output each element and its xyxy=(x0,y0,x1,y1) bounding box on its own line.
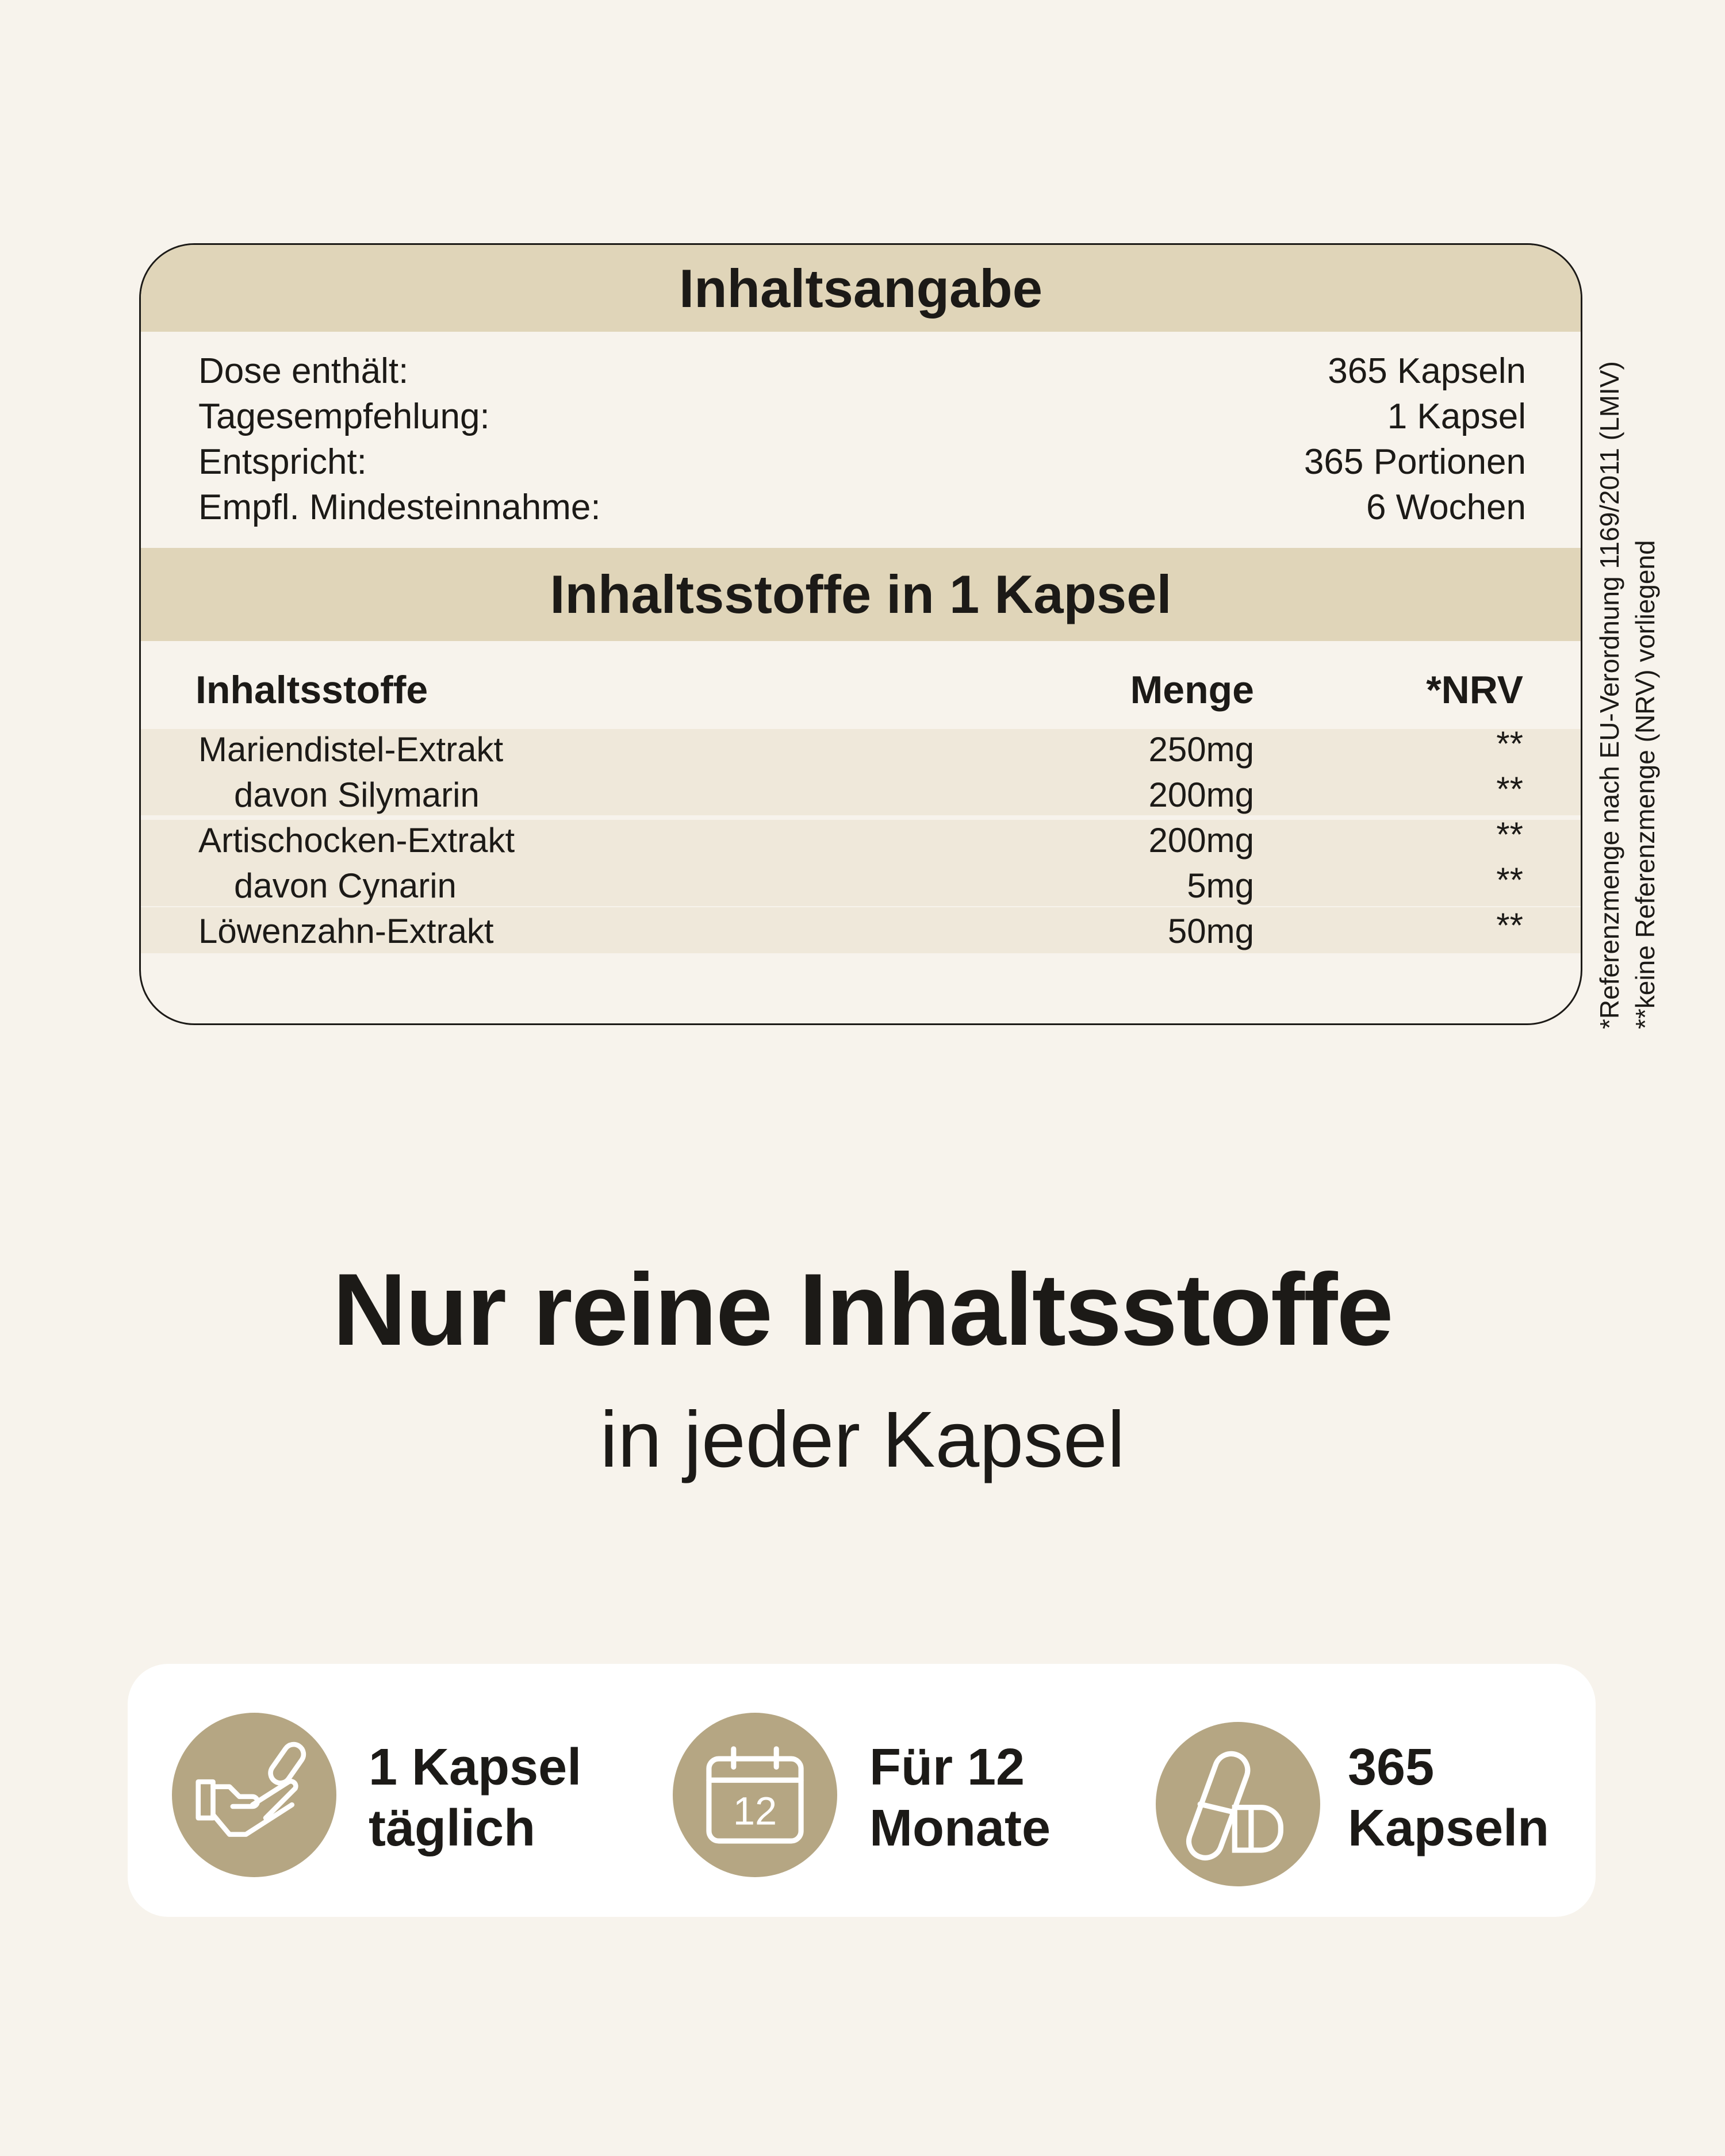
info-row: Empfl. Mindesteinnahme: 6 Wochen xyxy=(198,485,1526,530)
ingredient-nrv: ** xyxy=(1496,770,1523,808)
subline: in jeder Kapsel xyxy=(600,1395,1125,1484)
feature-line: Für 12 xyxy=(869,1739,1025,1796)
headline: Nur reine Inhaltsstoffe xyxy=(332,1252,1393,1367)
info-label: Empfl. Mindesteinnahme: xyxy=(198,488,601,527)
feature-line: Monate xyxy=(869,1800,1051,1857)
row-group-shade xyxy=(141,820,1581,906)
ingredient-amount: 250mg xyxy=(1148,730,1254,769)
ingredient-name: davon Cynarin xyxy=(234,866,457,905)
ingredient-nrv: ** xyxy=(1496,815,1523,854)
info-label: Tagesempfehlung: xyxy=(198,397,490,436)
ingredient-amount: 200mg xyxy=(1148,821,1254,860)
feature-line: täglich xyxy=(369,1800,536,1857)
header-amount: Menge xyxy=(1130,668,1254,712)
row-group-shade xyxy=(141,907,1581,953)
info-value: 1 Kapsel xyxy=(1387,397,1526,436)
row-group-shade xyxy=(141,729,1581,815)
no-nrv-footnote: **keine Referenzmenge (NRV) vorliegend xyxy=(1630,540,1660,1029)
info-label: Entspricht: xyxy=(198,442,367,482)
ingredient-nrv: ** xyxy=(1496,724,1523,763)
feature-duration: Für 12 Monate xyxy=(869,1737,1051,1859)
feature-count: 365 Kapseln xyxy=(1348,1737,1549,1859)
info-row: Entspricht: 365 Portionen xyxy=(198,439,1526,485)
info-row: Tagesempfehlung: 1 Kapsel xyxy=(198,394,1526,439)
header-nrv: *NRV xyxy=(1426,668,1523,712)
ingredient-amount: 50mg xyxy=(1167,912,1254,950)
info-value: 365 Kapseln xyxy=(1328,351,1526,391)
hand-capsule-icon xyxy=(172,1713,336,1877)
feature-line: 1 Kapsel xyxy=(369,1739,582,1796)
calendar-icon: 12 xyxy=(673,1713,837,1877)
capsules-icon xyxy=(1156,1722,1320,1886)
nutrition-table: Inhaltsangabe Dose enthält: 365 Kapseln T… xyxy=(139,243,1582,1025)
header-name: Inhaltsstoffe xyxy=(195,668,428,712)
feature-daily: 1 Kapsel täglich xyxy=(369,1737,581,1859)
ingredient-nrv: ** xyxy=(1496,861,1523,899)
ingredient-name: Mariendistel-Extrakt xyxy=(198,730,504,769)
info-row: Dose enthält: 365 Kapseln xyxy=(198,348,1526,394)
info-label: Dose enthält: xyxy=(198,351,409,391)
features-card: 1 Kapsel täglich 12 Für 12 Monate 365 Ka… xyxy=(128,1664,1596,1917)
ingredient-name: Artischocken-Extrakt xyxy=(198,821,515,860)
ingredient-nrv: ** xyxy=(1496,906,1523,945)
info-value: 6 Wochen xyxy=(1366,488,1526,527)
ingredient-amount: 200mg xyxy=(1148,776,1254,814)
ingredient-name: davon Silymarin xyxy=(234,776,480,814)
ingredient-name: Löwenzahn-Extrakt xyxy=(198,912,494,950)
info-value: 365 Portionen xyxy=(1304,442,1526,482)
feature-line: Kapseln xyxy=(1348,1800,1550,1857)
nrv-footnote: *Referenzmenge nach EU-Verordnung 1169/2… xyxy=(1594,361,1624,1029)
ingredients-title: Inhaltsstoffe in 1 Kapsel xyxy=(141,548,1581,641)
feature-line: 365 xyxy=(1348,1739,1435,1796)
info-title: Inhaltsangabe xyxy=(141,245,1581,332)
ingredient-amount: 5mg xyxy=(1187,866,1254,905)
calendar-number: 12 xyxy=(733,1789,777,1833)
